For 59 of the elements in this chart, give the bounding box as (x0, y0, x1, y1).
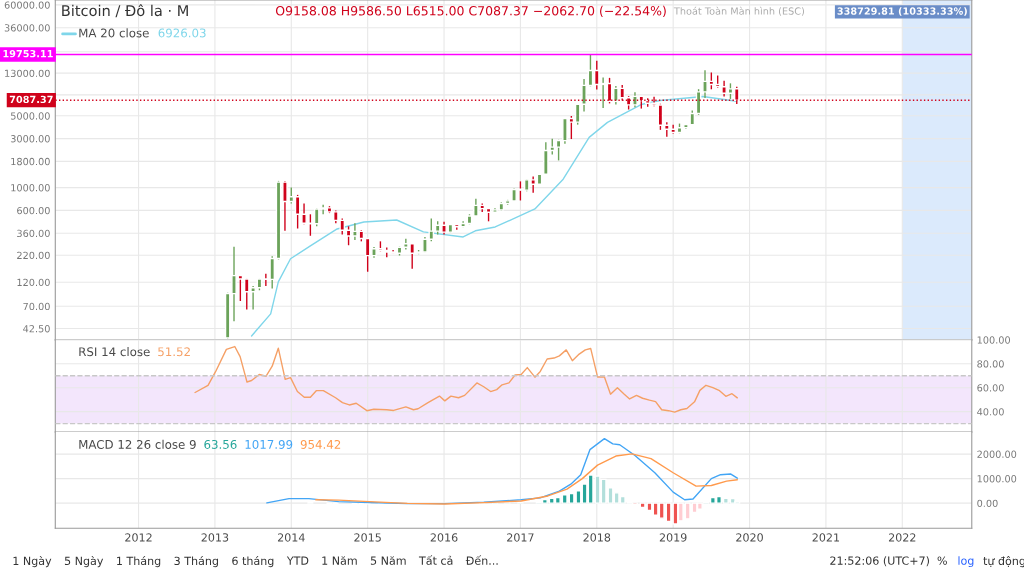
ref-line-label: 7087.37 (9, 95, 53, 104)
x-tick-label: 2013 (201, 533, 229, 542)
y-tick-label: 360.00 (17, 229, 50, 238)
y-tick-label: 40.00 (977, 408, 1004, 416)
legend-label: MA 20 close (79, 28, 149, 38)
text: 1 Tháng (117, 556, 161, 568)
y-tick-label: 13000.00 (5, 69, 50, 77)
text: tự động (983, 556, 1024, 568)
chart-subtitle: O9158.08 H9586.50 L6515.00 C7087.37 −2062.70 (−22.54%) (275, 5, 666, 17)
x-tick-label: 2021 (812, 533, 840, 542)
y-tick-label: 600.00 (17, 206, 50, 215)
x-tick-label: 2022 (888, 533, 916, 542)
text: % (937, 556, 947, 565)
y-tick-label: 120.00 (17, 278, 50, 287)
y-tick-label: 0.00 (977, 499, 998, 507)
text: Đến... (465, 555, 498, 565)
text: 1 Ngày (13, 556, 52, 568)
annotation: 51.52 (158, 347, 190, 357)
text: YTD (286, 556, 309, 565)
text: Tất cả (418, 555, 453, 565)
annotation: 954.42 (300, 439, 341, 449)
x-tick-label: 2015 (354, 533, 381, 542)
y-tick-label: 36000.00 (4, 24, 50, 32)
y-tick-label: 220.00 (17, 251, 50, 260)
x-tick-label: 2018 (583, 533, 611, 542)
text: 5 Năm (370, 556, 406, 565)
x-tick-label: 2017 (507, 533, 534, 542)
y-tick-label: 1000.00 (977, 475, 1017, 483)
text: 1 Năm (322, 556, 357, 565)
text: 5 Ngày (64, 556, 104, 568)
y-tick-label: 80.00 (977, 360, 1004, 368)
y-tick-label: 1000.00 (11, 184, 50, 192)
y-tick-label: 3000.00 (10, 135, 50, 143)
chart-title: Bitcoin / Đô la · M (62, 4, 188, 18)
x-tick-label: 2016 (430, 533, 458, 542)
annotation: 63.56 (204, 439, 237, 449)
annotation: 1017.99 (245, 439, 293, 449)
ref-line-label: 19753.11 (3, 49, 53, 58)
annotation: Thoát Toàn Màn hình (ESC) (673, 6, 804, 16)
chart-title: RSI 14 close (79, 347, 150, 357)
annotation: 6926.03 (158, 28, 206, 38)
y-tick-label: 70.00 (23, 302, 50, 311)
y-tick-label: 1800.00 (11, 157, 50, 166)
text: log (958, 556, 974, 567)
x-tick-label: 2019 (659, 533, 687, 542)
y-tick-label: 2000.00 (977, 450, 1017, 458)
text: 3 Tháng (174, 556, 218, 568)
y-tick-label: 5000.00 (10, 112, 50, 120)
y-tick-label: 100.00 (977, 336, 1011, 344)
text: MACD 12 26 close 9 (79, 439, 196, 449)
text: 21:52:06 (UTC+7) (830, 556, 929, 567)
y-tick-label: 60000.00 (4, 1, 50, 9)
band-label: 338729.81 (10333.33%) (837, 7, 967, 16)
x-tick-label: 2012 (125, 533, 152, 542)
y-tick-label: 42.50 (23, 325, 50, 333)
x-tick-label: 2014 (277, 533, 305, 542)
x-tick-label: 2020 (736, 533, 763, 542)
text: 6 tháng (232, 556, 274, 568)
y-tick-label: 60.00 (977, 384, 1004, 392)
